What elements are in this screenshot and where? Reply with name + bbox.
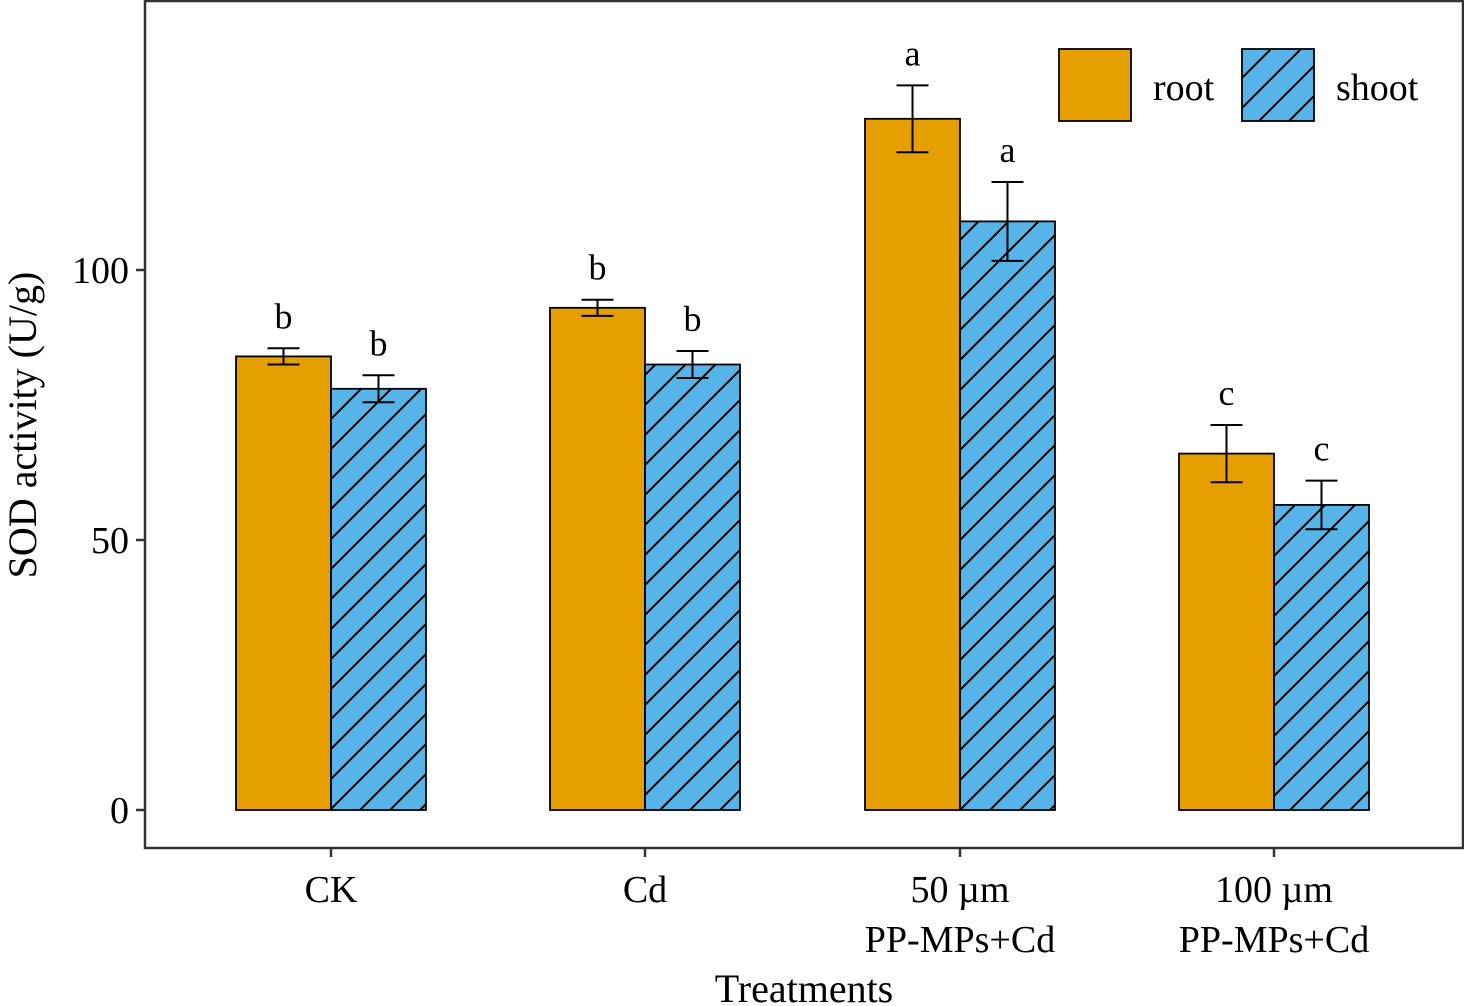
shoot-significance-letter: b xyxy=(684,299,702,339)
x-axis-title: Treatments xyxy=(715,966,894,1006)
root-significance-letter: b xyxy=(589,248,607,288)
legend-label-root: root xyxy=(1153,67,1215,109)
x-tick-label: 50 µm xyxy=(911,869,1010,911)
y-tick-label: 0 xyxy=(110,790,129,832)
shoot-significance-letter: b xyxy=(370,323,388,363)
shoot-bar xyxy=(959,220,1056,811)
shoot-bar xyxy=(644,363,741,811)
legend-label-shoot: shoot xyxy=(1336,67,1419,109)
root-bar xyxy=(1178,452,1275,811)
x-tick-label-line2: PP-MPs+Cd xyxy=(1179,919,1369,961)
y-tick-label: 50 xyxy=(91,520,129,562)
shoot-significance-letter: a xyxy=(1000,130,1016,170)
y-tick-label: 100 xyxy=(72,250,129,292)
x-tick-label: Cd xyxy=(623,869,667,911)
x-tick-label-line2: PP-MPs+Cd xyxy=(865,919,1055,961)
root-bar xyxy=(864,117,961,811)
root-significance-letter: b xyxy=(275,296,293,336)
root-significance-letter: a xyxy=(905,33,921,73)
shoot-bar xyxy=(330,387,427,811)
x-tick-label: CK xyxy=(305,869,358,911)
x-tick-label: 100 µm xyxy=(1215,869,1333,911)
shoot-bar xyxy=(1273,503,1370,811)
shoot-significance-letter: c xyxy=(1314,429,1330,469)
root-bar xyxy=(549,306,646,811)
legend-key-root xyxy=(1058,48,1132,122)
legend-key-shoot xyxy=(1241,48,1315,122)
y-axis-title: SOD activity (U/g) xyxy=(0,272,45,579)
root-significance-letter: c xyxy=(1219,373,1235,413)
root-bar xyxy=(235,355,332,811)
